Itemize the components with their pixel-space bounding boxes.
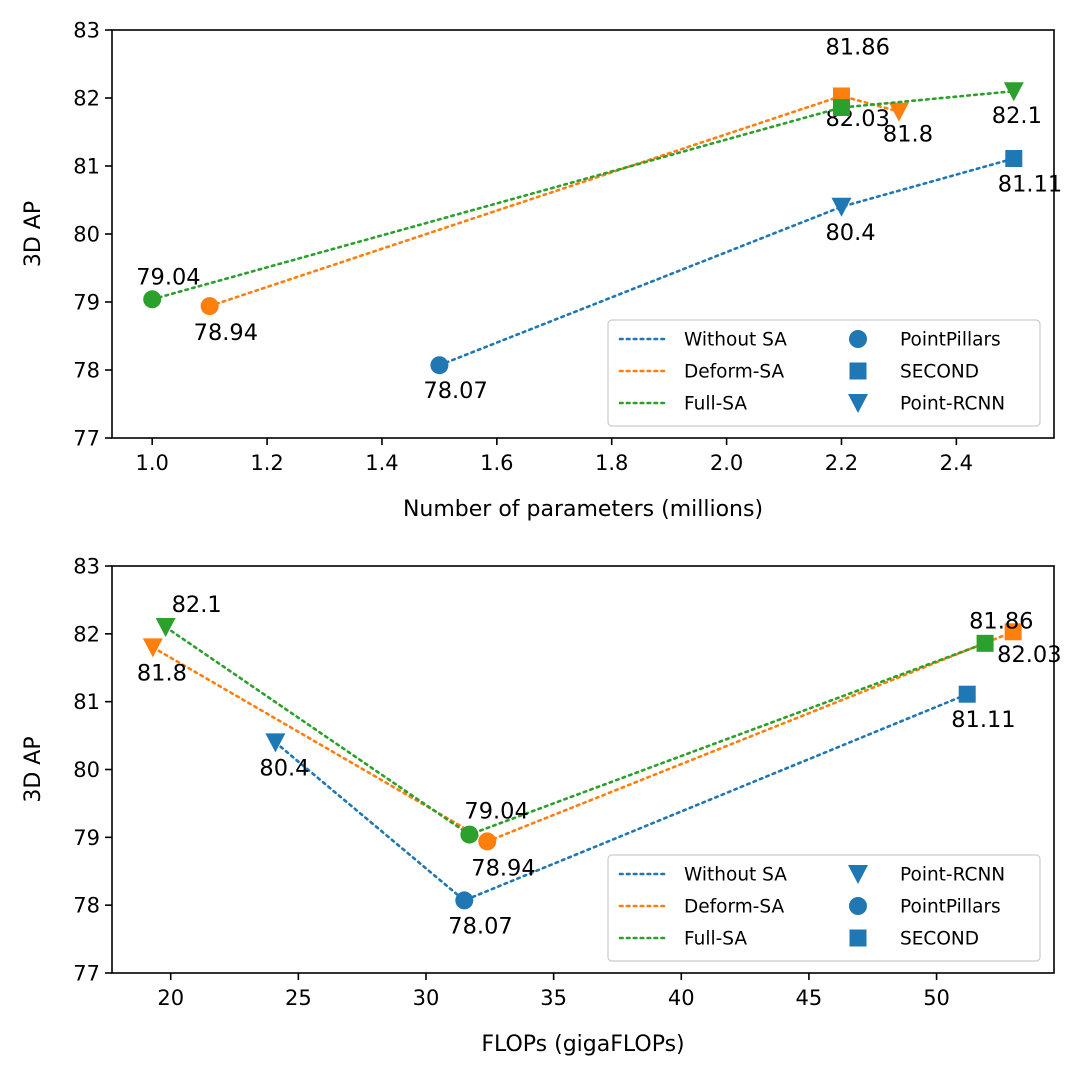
x-tick-label: 1.6 <box>480 451 513 475</box>
data-label: 82.03 <box>997 642 1061 668</box>
data-label: 78.07 <box>448 913 512 939</box>
x-tick-label: 1.2 <box>250 451 283 475</box>
data-label: 81.8 <box>137 660 187 686</box>
data-label: 82.1 <box>172 592 222 618</box>
data-point-full-sa-second <box>832 99 850 117</box>
legend-label: Deform-SA <box>684 362 785 383</box>
x-tick-label: 2.0 <box>710 451 743 475</box>
y-tick-label: 78 <box>73 894 100 918</box>
data-point-full-sa-point-rcnn <box>155 618 176 638</box>
data-label: 81.11 <box>998 172 1062 198</box>
x-tick-label: 20 <box>157 986 184 1010</box>
data-label: 78.07 <box>423 378 487 404</box>
x-tick-label: 2.4 <box>940 451 973 475</box>
data-point-without-sa-pointpillars <box>455 891 474 910</box>
legend-label: Full-SA <box>684 394 747 415</box>
y-tick-label: 83 <box>73 19 100 43</box>
series-line-deform-sa <box>208 94 901 308</box>
x-tick-label: 45 <box>796 986 823 1010</box>
legend-marker-point-rcnn <box>848 394 868 413</box>
x-tick-label: 25 <box>285 986 312 1010</box>
x-tick-label: 2.2 <box>825 451 858 475</box>
data-label: 81.86 <box>969 608 1033 634</box>
x-tick-label: 1.4 <box>365 451 398 475</box>
data-point-without-sa-pointpillars <box>430 356 449 375</box>
data-point-deform-sa-point-rcnn <box>888 102 909 122</box>
data-label: 81.86 <box>825 35 889 61</box>
series-line-full-sa <box>150 89 1016 301</box>
legend-label: Full-SA <box>684 929 747 950</box>
data-label: 79.04 <box>136 264 200 290</box>
legend-box <box>607 319 1041 427</box>
y-tick-label: 77 <box>73 962 100 986</box>
y-tick-label: 81 <box>73 690 100 714</box>
y-tick-label: 82 <box>73 87 100 111</box>
data-point-full-sa-second <box>976 634 994 652</box>
data-label: 80.4 <box>825 220 875 246</box>
legend-label: Point-RCNN <box>900 394 1005 415</box>
legend-marker-pointpillars <box>849 897 867 915</box>
legend-label: Point-RCNN <box>900 865 1005 886</box>
y-tick-label: 80 <box>73 223 100 247</box>
legend-marker-pointpillars <box>849 330 867 348</box>
data-label: 81.8 <box>883 122 933 148</box>
data-point-deform-sa-pointpillars <box>200 297 219 316</box>
legend-label: SECOND <box>900 929 979 950</box>
data-point-full-sa-pointpillars <box>460 825 479 844</box>
legend-label: PointPillars <box>900 330 1001 351</box>
data-point-without-sa-point-rcnn <box>265 733 286 753</box>
y-tick-label: 78 <box>73 359 100 383</box>
legend-label: Without SA <box>684 330 787 351</box>
y-tick-label: 81 <box>73 155 100 179</box>
data-point-deform-sa-pointpillars <box>478 832 497 851</box>
data-point-full-sa-point-rcnn <box>1003 82 1024 102</box>
legend-box <box>607 854 1041 962</box>
y-tick-label: 82 <box>73 622 100 646</box>
y-tick-label: 80 <box>73 758 100 782</box>
legend-label: SECOND <box>900 362 979 383</box>
legend-marker-point-rcnn <box>848 865 868 884</box>
y-tick-label: 79 <box>73 826 100 850</box>
legend-label: Without SA <box>684 865 787 886</box>
data-label: 81.11 <box>951 707 1015 733</box>
x-tick-label: 1.8 <box>595 451 628 475</box>
data-point-deform-sa-point-rcnn <box>142 638 163 658</box>
legend-marker-second <box>849 362 867 380</box>
y-tick-label: 79 <box>73 291 100 315</box>
y-tick-label: 83 <box>73 555 100 579</box>
data-label: 79.04 <box>464 799 528 825</box>
data-point-without-sa-second <box>1005 150 1023 168</box>
y-axis-label: 3D AP <box>21 201 46 267</box>
chart-params: 1.0 1.2 1.4 1.6 1.8 2.0 2.2 2.4 77 78 79 80 81 82 83 Nu… <box>21 19 1062 523</box>
data-point-deform-sa-second <box>1004 623 1022 641</box>
x-tick-label: 1.0 <box>136 451 169 475</box>
x-axis-label: FLOPs (gigaFLOPs) <box>481 1032 684 1057</box>
data-label: 78.94 <box>194 320 258 346</box>
legend-label: Deform-SA <box>684 897 785 918</box>
x-tick-label: 30 <box>413 986 440 1010</box>
legend-label: PointPillars <box>900 897 1001 918</box>
y-axis-label: 3D AP <box>21 736 46 802</box>
series-line-without-sa <box>438 157 1016 367</box>
y-tick-label: 77 <box>73 427 100 451</box>
x-tick-label: 50 <box>923 986 950 1010</box>
data-label: 82.1 <box>992 103 1042 129</box>
data-label: 80.4 <box>259 755 309 781</box>
data-point-full-sa-pointpillars <box>143 290 162 309</box>
data-label: 78.94 <box>471 855 535 881</box>
x-tick-label: 35 <box>540 986 567 1010</box>
series-line-without-sa <box>274 692 969 902</box>
chart-flops: 20 25 30 35 40 45 50 77 78 79 80 81 82 83 FLOPs (gigaF… <box>21 555 1062 1058</box>
x-axis-label: Number of parameters (millions) <box>403 497 763 522</box>
series-line-full-sa <box>164 625 987 837</box>
data-point-without-sa-point-rcnn <box>831 197 852 217</box>
data-point-without-sa-second <box>958 685 976 703</box>
x-tick-label: 40 <box>668 986 695 1010</box>
legend-marker-second <box>849 929 867 947</box>
